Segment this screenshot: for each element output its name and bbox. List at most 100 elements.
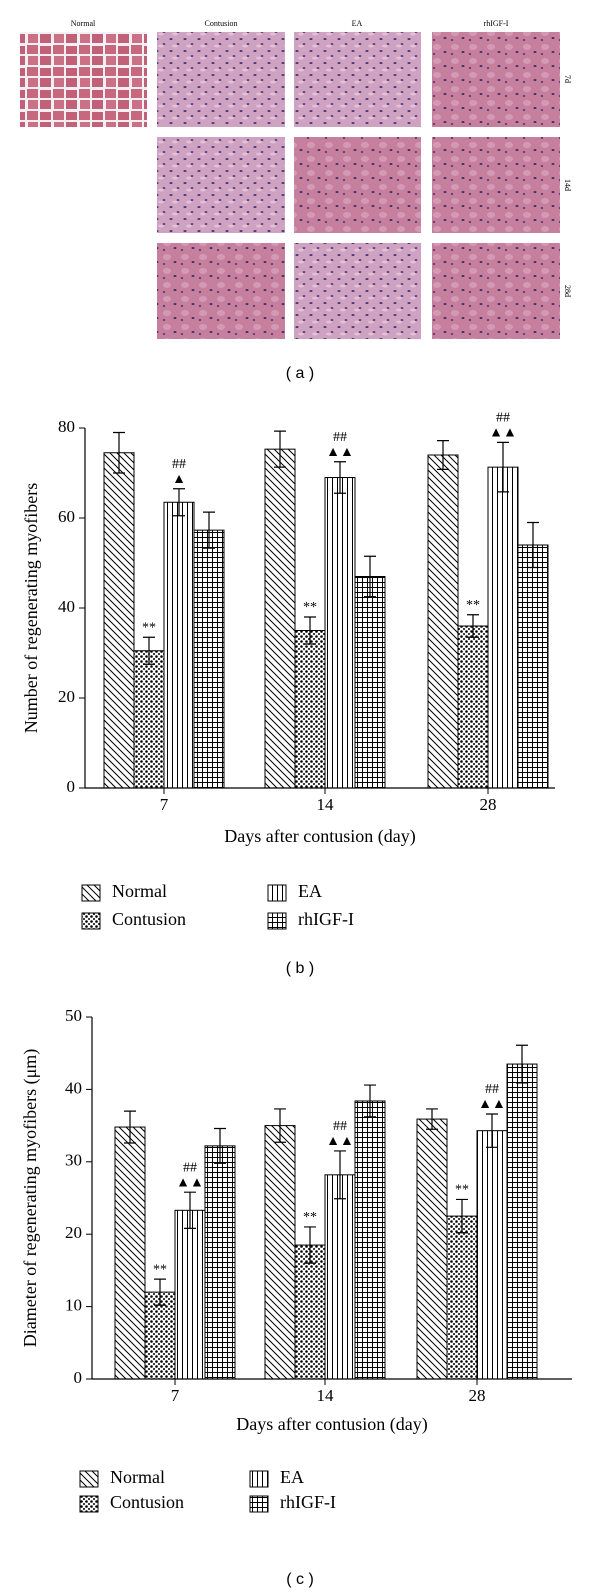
- panel-caption: ( c ): [286, 1571, 314, 1588]
- significance-mark: **: [466, 598, 480, 613]
- legend-label: Contusion: [110, 1492, 184, 1512]
- error-bar: [203, 511, 215, 549]
- legend-label: Normal: [112, 881, 167, 901]
- y-tick-label: 40: [58, 597, 75, 616]
- micrograph: [157, 243, 285, 339]
- error-bar: [173, 488, 185, 517]
- significance-mark: ##: [496, 411, 510, 426]
- bar: [294, 1244, 326, 1380]
- legend-label: EA: [280, 1467, 304, 1487]
- bar: [264, 448, 296, 789]
- bar: [264, 1125, 296, 1380]
- significance-mark: ▲: [172, 472, 186, 487]
- significance-mark: ▲▲: [176, 1175, 204, 1190]
- error-bar: [456, 1198, 468, 1234]
- x-tick-label: 7: [160, 795, 169, 814]
- x-tick-label: 28: [480, 795, 497, 814]
- bar: [476, 1130, 508, 1380]
- bar: [517, 544, 549, 789]
- micrograph: [432, 137, 560, 233]
- y-tick-label: 0: [74, 1368, 83, 1387]
- y-tick-label: 50: [65, 1006, 82, 1025]
- y-tick-label: 0: [67, 777, 76, 796]
- y-axis-label: Diameter of regenerating myofibers (μm): [20, 1049, 41, 1348]
- bar: [103, 452, 135, 789]
- significance-mark: ▲▲: [326, 1134, 354, 1149]
- error-bar: [184, 1191, 196, 1230]
- bar: [354, 1100, 386, 1380]
- legend-swatch: [79, 1495, 99, 1513]
- legend-swatch: [81, 884, 101, 902]
- significance-mark: ##: [333, 1119, 347, 1134]
- error-bar: [364, 1084, 376, 1118]
- error-bar: [426, 1108, 438, 1130]
- error-bar: [437, 440, 449, 470]
- error-bar: [486, 1113, 498, 1148]
- error-bar: [124, 1110, 136, 1144]
- y-tick-label: 20: [65, 1223, 82, 1242]
- legend-swatch: [267, 912, 287, 930]
- column-label: EA: [352, 19, 363, 28]
- x-tick-label: 14: [317, 1386, 335, 1405]
- legend-label: rhIGF-I: [280, 1492, 336, 1512]
- panel-caption: ( a ): [286, 365, 314, 382]
- significance-mark: **: [142, 620, 156, 635]
- bar: [416, 1118, 448, 1380]
- x-axis-label: Days after contusion (day): [224, 826, 415, 847]
- y-tick-label: 10: [65, 1296, 82, 1315]
- y-tick-label: 60: [58, 507, 75, 526]
- bar: [427, 454, 459, 789]
- significance-mark: **: [153, 1262, 167, 1277]
- bar: [163, 501, 195, 789]
- panel-caption: ( b ): [286, 960, 314, 977]
- error-bar: [113, 431, 125, 474]
- error-bar: [467, 614, 479, 638]
- error-bar: [214, 1127, 226, 1164]
- significance-mark: ##: [485, 1082, 499, 1097]
- significance-mark: ##: [333, 430, 347, 445]
- bar: [133, 650, 165, 789]
- x-tick-label: 14: [317, 795, 335, 814]
- legend-label: Normal: [110, 1467, 165, 1487]
- significance-mark: ##: [172, 457, 186, 472]
- micrograph: [157, 32, 285, 127]
- micrograph: [157, 137, 285, 233]
- y-tick-label: 40: [65, 1078, 82, 1097]
- bar: [114, 1126, 146, 1380]
- significance-mark: ▲▲: [478, 1097, 506, 1112]
- legend-swatch: [79, 1470, 99, 1488]
- bar: [174, 1209, 206, 1380]
- micrograph: [432, 32, 560, 127]
- legend-label: Contusion: [112, 909, 186, 929]
- micrograph: [20, 32, 147, 127]
- y-tick-label: 20: [58, 687, 75, 706]
- error-bar: [274, 430, 286, 468]
- significance-mark: ##: [183, 1160, 197, 1175]
- row-label: 14d: [563, 179, 572, 191]
- y-axis-label: Number of regenerating myofibers: [21, 483, 41, 733]
- bar: [294, 630, 326, 789]
- error-bar: [304, 616, 316, 645]
- x-tick-label: 28: [469, 1386, 486, 1405]
- column-label: Contusion: [205, 19, 238, 28]
- micrograph: [432, 243, 560, 339]
- significance-mark: **: [303, 600, 317, 615]
- x-axis-label: Days after contusion (day): [236, 1414, 427, 1435]
- micrographs: [20, 32, 560, 339]
- legend-swatch: [81, 912, 101, 930]
- error-bar: [334, 461, 346, 494]
- micrograph: [294, 243, 421, 339]
- column-label: rhIGF-I: [484, 19, 509, 28]
- x-tick-label: 7: [171, 1386, 180, 1405]
- error-bar: [364, 555, 376, 598]
- significance-mark: **: [455, 1183, 469, 1198]
- legend-swatch: [267, 884, 287, 902]
- bar: [506, 1063, 538, 1380]
- legend-label: EA: [298, 881, 322, 901]
- column-label: Normal: [71, 19, 96, 28]
- bar: [193, 529, 225, 789]
- error-bar: [516, 1044, 528, 1084]
- error-bar: [334, 1150, 346, 1200]
